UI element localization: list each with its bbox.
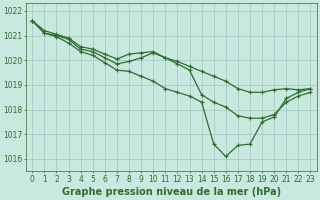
X-axis label: Graphe pression niveau de la mer (hPa): Graphe pression niveau de la mer (hPa)	[62, 187, 281, 197]
